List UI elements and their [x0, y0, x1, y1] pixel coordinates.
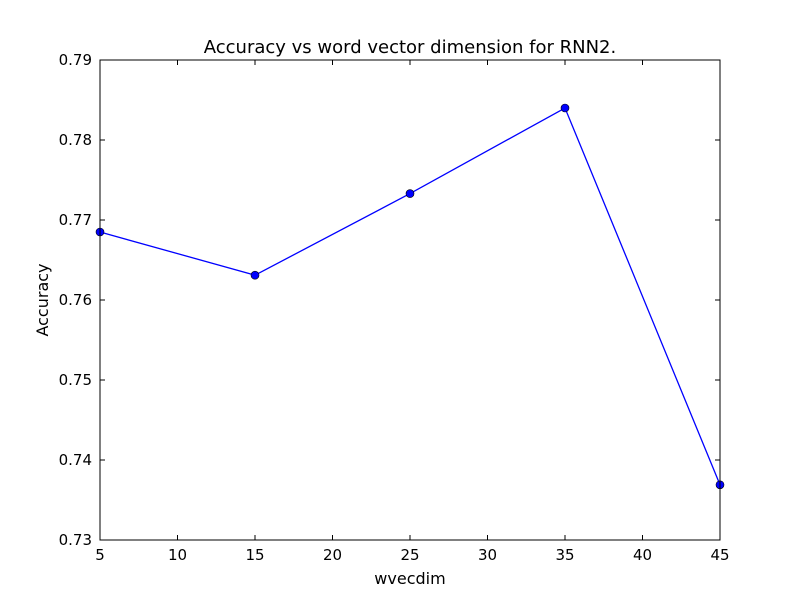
x-axis-label: wvecdim [374, 569, 445, 588]
x-tick-label: 20 [323, 546, 342, 564]
data-point [250, 270, 260, 280]
y-tick-label: 0.79 [59, 51, 92, 69]
y-tick-label: 0.75 [59, 371, 92, 389]
data-point [405, 189, 415, 198]
y-tick-label: 0.78 [59, 131, 92, 149]
x-tick-label: 25 [400, 546, 419, 564]
x-tick-label: 35 [555, 546, 574, 564]
data-point [560, 103, 570, 113]
x-tick-label: 15 [245, 546, 264, 564]
y-tick-label: 0.73 [59, 531, 92, 549]
x-tick-label: 40 [633, 546, 652, 564]
x-tick-label: 45 [710, 546, 729, 564]
x-tick-label: 5 [95, 546, 105, 564]
plot-area: 5 10 15 20 25 30 35 40 45 0.73 0.74 0.75 0.76 0.77 0.7… [59, 51, 730, 564]
y-axis-label: Accuracy [33, 263, 52, 336]
y-tick-label: 0.76 [59, 291, 92, 309]
chart-title: Accuracy vs word vector dimension for RN… [204, 37, 616, 58]
y-tick-label: 0.77 [59, 211, 92, 229]
x-tick-label: 30 [478, 546, 497, 564]
y-tick-label: 0.74 [59, 451, 92, 469]
x-tick-label: 10 [168, 546, 187, 564]
